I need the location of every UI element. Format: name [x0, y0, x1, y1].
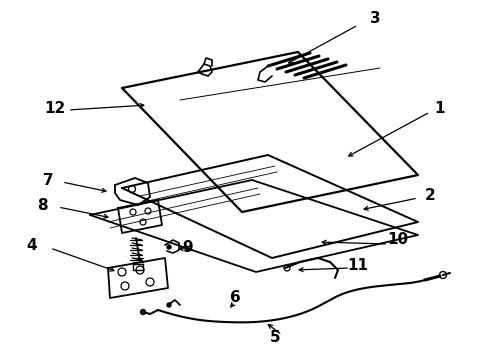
Text: 11: 11 [347, 257, 368, 273]
Text: 2: 2 [425, 188, 436, 202]
Text: 8: 8 [37, 198, 48, 212]
Text: 6: 6 [230, 291, 241, 306]
Text: 10: 10 [388, 233, 409, 248]
Circle shape [141, 310, 146, 315]
Text: 9: 9 [183, 240, 194, 256]
Text: 3: 3 [369, 10, 380, 26]
Circle shape [167, 245, 171, 249]
Text: 4: 4 [26, 238, 37, 252]
Text: 1: 1 [435, 100, 445, 116]
Text: 7: 7 [43, 172, 53, 188]
Text: 5: 5 [270, 330, 280, 346]
Circle shape [167, 303, 171, 307]
Text: 12: 12 [45, 100, 66, 116]
